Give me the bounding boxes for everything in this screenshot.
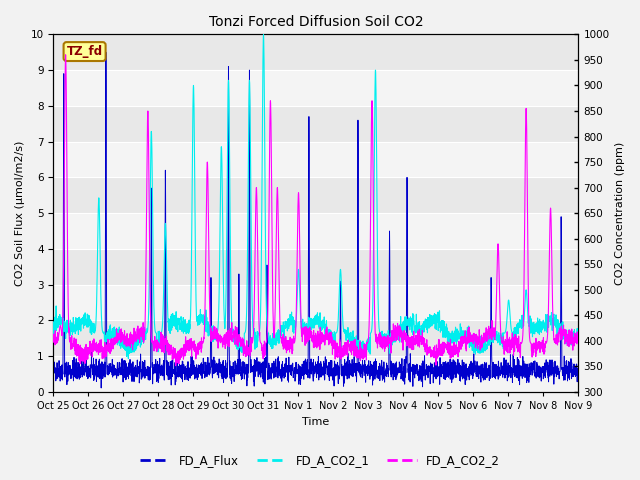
Bar <box>53 213 579 249</box>
Bar <box>53 356 579 392</box>
Y-axis label: CO2 Concentration (ppm): CO2 Concentration (ppm) <box>615 142 625 285</box>
Text: TZ_fd: TZ_fd <box>67 45 102 58</box>
Bar <box>53 285 579 321</box>
Bar <box>53 142 579 178</box>
Bar <box>53 70 579 106</box>
Y-axis label: CO2 Soil Flux (μmol/m2/s): CO2 Soil Flux (μmol/m2/s) <box>15 141 25 286</box>
Title: Tonzi Forced Diffusion Soil CO2: Tonzi Forced Diffusion Soil CO2 <box>209 15 423 29</box>
X-axis label: Time: Time <box>302 417 330 427</box>
Legend: FD_A_Flux, FD_A_CO2_1, FD_A_CO2_2: FD_A_Flux, FD_A_CO2_1, FD_A_CO2_2 <box>135 449 505 472</box>
